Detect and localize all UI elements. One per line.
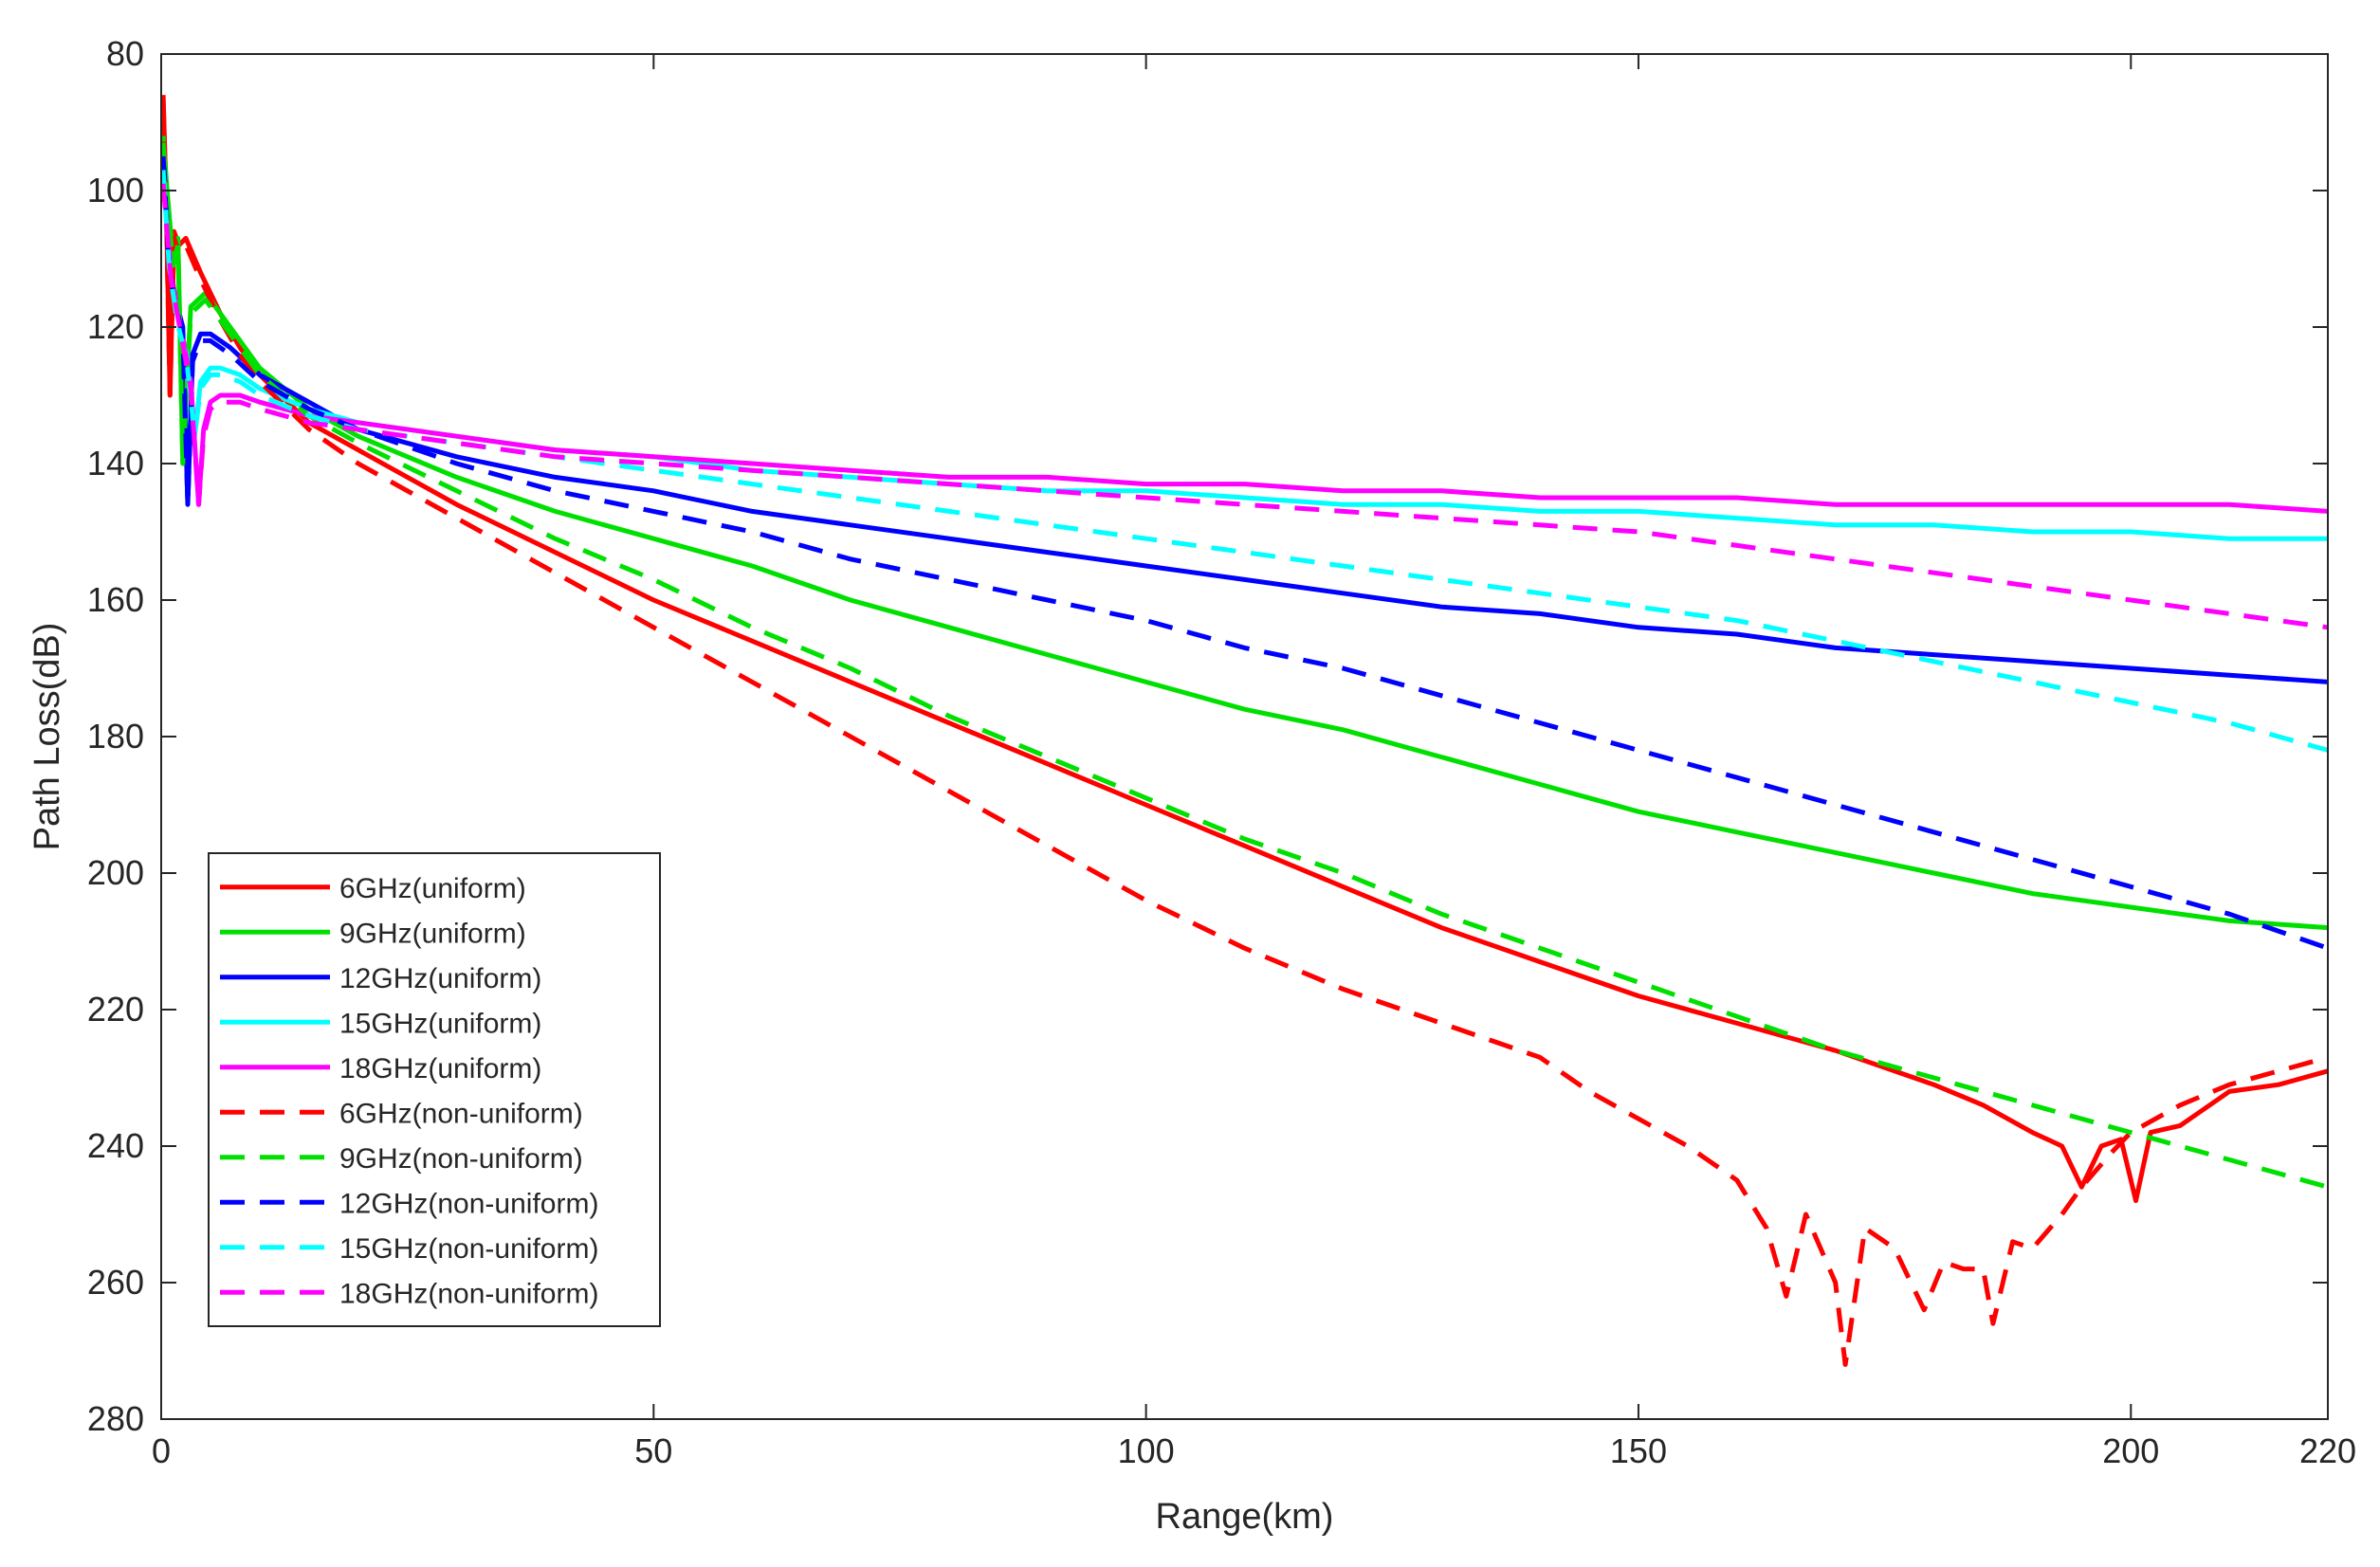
legend-label-1: 6GHz(uniform) xyxy=(339,873,526,904)
y-tick-label: 260 xyxy=(87,1263,144,1302)
y-tick-label: 80 xyxy=(106,34,144,73)
x-tick-label: 150 xyxy=(1610,1431,1667,1470)
y-tick-label: 100 xyxy=(87,171,144,210)
x-tick-label: 50 xyxy=(634,1431,672,1470)
legend-label-5: 18GHz(uniform) xyxy=(339,1053,541,1084)
legend-label-4: 15GHz(uniform) xyxy=(339,1008,541,1039)
legend-label-8: 12GHz(non-uniform) xyxy=(339,1188,598,1219)
series-line-7 xyxy=(160,142,2329,1190)
series-line-3 xyxy=(160,149,2329,684)
y-tick-label: 120 xyxy=(87,307,144,346)
series-line-9 xyxy=(160,170,2329,753)
series-line-2 xyxy=(160,136,2329,931)
y-tick-label: 200 xyxy=(87,853,144,892)
x-tick-label: 200 xyxy=(2102,1431,2159,1470)
series-line-6 xyxy=(160,101,2329,1367)
series-line-10 xyxy=(160,183,2329,630)
tick-labels: 0 50 100 150 200 220 80 100 120 140 160 180 200 220 24… xyxy=(87,34,2356,1470)
legend-label-9: 15GHz(non-uniform) xyxy=(339,1233,598,1265)
y-tick-label: 160 xyxy=(87,580,144,619)
legend-label-3: 12GHz(uniform) xyxy=(339,963,541,994)
x-tick-label: 0 xyxy=(152,1431,171,1470)
y-tick-label: 140 xyxy=(87,444,144,483)
x-axis-title: Range(km) xyxy=(1156,1497,1334,1537)
y-tick-label: 220 xyxy=(87,990,144,1029)
y-tick-label: 240 xyxy=(87,1126,144,1165)
y-tick-label: 280 xyxy=(87,1399,144,1438)
x-tick-label: 100 xyxy=(1118,1431,1175,1470)
series-line-8 xyxy=(160,155,2329,951)
legend-label-7: 9GHz(non-uniform) xyxy=(339,1143,583,1175)
legend-label-2: 9GHz(uniform) xyxy=(339,918,526,949)
legend: 6GHz(uniform) 9GHz(uniform) 12GHz(uniform)… xyxy=(208,852,661,1327)
series-lines xyxy=(160,95,2329,1367)
legend-label-6: 6GHz(non-uniform) xyxy=(339,1098,583,1129)
x-tick-label: 220 xyxy=(2299,1431,2356,1470)
y-tick-label: 180 xyxy=(87,717,144,756)
legend-label-10: 18GHz(non-uniform) xyxy=(339,1278,598,1309)
y-axis-title: Path Loss(dB) xyxy=(27,623,67,851)
axes xyxy=(160,53,2329,1420)
